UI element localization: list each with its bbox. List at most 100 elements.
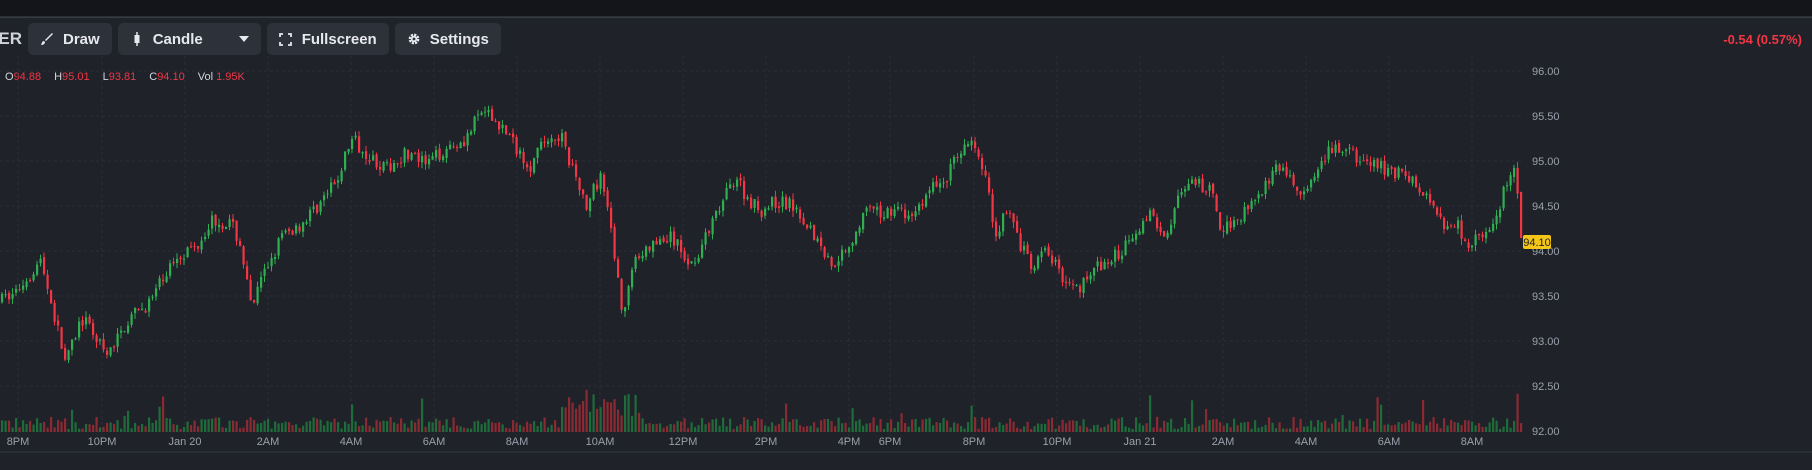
volume-bar	[876, 425, 879, 432]
candle-up	[449, 144, 452, 149]
volume-bar	[473, 421, 476, 432]
volume-bar	[270, 428, 273, 432]
volume-bar	[666, 425, 669, 432]
chart-type-dropdown[interactable]: Candle	[117, 23, 261, 55]
volume-bar	[435, 418, 438, 432]
candle-down	[946, 180, 949, 183]
volume-bar	[403, 423, 406, 432]
candle-up	[74, 338, 77, 340]
candle-up	[519, 150, 522, 154]
volume-bar	[1261, 426, 1264, 432]
volume-bar	[109, 422, 112, 432]
candle-up	[701, 244, 704, 258]
volume-bar	[375, 419, 378, 432]
volume-bar	[956, 423, 959, 432]
candle-up	[487, 109, 490, 113]
volume-bar	[1499, 428, 1502, 432]
volume-bar	[1233, 418, 1236, 432]
volume-bar	[1002, 425, 1005, 432]
candle-up	[827, 256, 830, 258]
volume-bar	[610, 402, 613, 432]
candle-down	[53, 302, 56, 322]
volume-bar	[421, 398, 424, 432]
candle-down	[529, 166, 532, 172]
volume-bar	[295, 424, 298, 432]
price-change: -0.54 (0.57%)	[1723, 32, 1802, 47]
candle-up	[85, 317, 88, 325]
candle-up	[361, 152, 364, 154]
fullscreen-button[interactable]: Fullscreen	[266, 23, 389, 55]
volume-bar	[974, 417, 977, 432]
volume-bar	[732, 428, 735, 432]
volume-bar	[1068, 420, 1071, 432]
volume-bar	[158, 406, 161, 432]
candle-up	[851, 242, 854, 246]
candle-down	[1072, 283, 1075, 285]
volume-bar	[1009, 418, 1012, 432]
volume-bar	[673, 424, 676, 432]
close-readout: C94.10	[149, 71, 184, 83]
volume-bar	[1271, 422, 1274, 432]
volume-bar	[1061, 419, 1064, 432]
candle-down	[494, 120, 497, 122]
volume-bar	[869, 423, 872, 432]
volume-bar	[1485, 426, 1488, 432]
candle-down	[46, 274, 49, 289]
candle-up	[725, 187, 728, 200]
volume-bar	[897, 421, 900, 432]
volume-bar	[470, 428, 473, 432]
volume-bar	[1054, 428, 1057, 432]
candle-down	[1516, 167, 1519, 194]
candle-up	[1509, 175, 1512, 186]
candle-up	[71, 339, 74, 350]
x-tick-label: 10AM	[586, 436, 615, 448]
candle-up	[281, 233, 284, 239]
volume-bar	[1359, 418, 1362, 432]
volume-bar	[1114, 420, 1117, 432]
volume-bar	[263, 420, 266, 432]
last-price-label: 94.10	[1523, 237, 1551, 249]
volume-bar	[659, 423, 662, 432]
volume-bar	[785, 403, 788, 432]
volume-bar	[407, 427, 410, 432]
volume-bar	[1436, 423, 1439, 432]
settings-button[interactable]: Settings	[394, 23, 501, 55]
draw-button[interactable]: Draw	[28, 23, 112, 55]
volume-bar	[123, 415, 126, 432]
volume-bar	[120, 428, 123, 432]
candle-down	[1156, 217, 1159, 229]
volume-bar	[1219, 422, 1222, 432]
volume-bar	[127, 410, 130, 432]
volume-bar	[1026, 421, 1029, 432]
candle-down	[1016, 221, 1019, 233]
volume-bar	[568, 397, 571, 432]
x-tick-label: 8AM	[1461, 436, 1484, 448]
candle-up	[225, 226, 228, 229]
volume-bar	[193, 420, 196, 432]
volume-bar	[687, 428, 690, 432]
candle-up	[858, 227, 861, 233]
candle-up	[561, 133, 564, 142]
volume-bar	[1415, 423, 1418, 432]
price-chart[interactable]: 96.0095.5095.0094.5094.0093.5093.0092.50…	[0, 56, 1812, 469]
candle-up	[631, 269, 634, 288]
candle-down	[648, 246, 651, 251]
candle-down	[680, 240, 683, 253]
candle-down	[1065, 281, 1068, 284]
candle-up	[645, 246, 648, 257]
candle-up	[1037, 256, 1040, 269]
volume-bar	[179, 428, 182, 432]
volume-bar	[540, 421, 543, 432]
volume-bar	[1138, 423, 1141, 432]
last-price-tag	[1523, 235, 1551, 249]
candle-up	[284, 230, 287, 233]
volume-bar	[459, 426, 462, 432]
candle-down	[1159, 226, 1162, 233]
volume-bar	[792, 419, 795, 432]
volume-bar	[1418, 424, 1421, 432]
candle-up	[953, 157, 956, 164]
candle-down	[522, 152, 525, 164]
chevron-down-icon	[238, 36, 249, 42]
candle-up	[1184, 189, 1187, 192]
volume-bar	[1089, 428, 1092, 432]
